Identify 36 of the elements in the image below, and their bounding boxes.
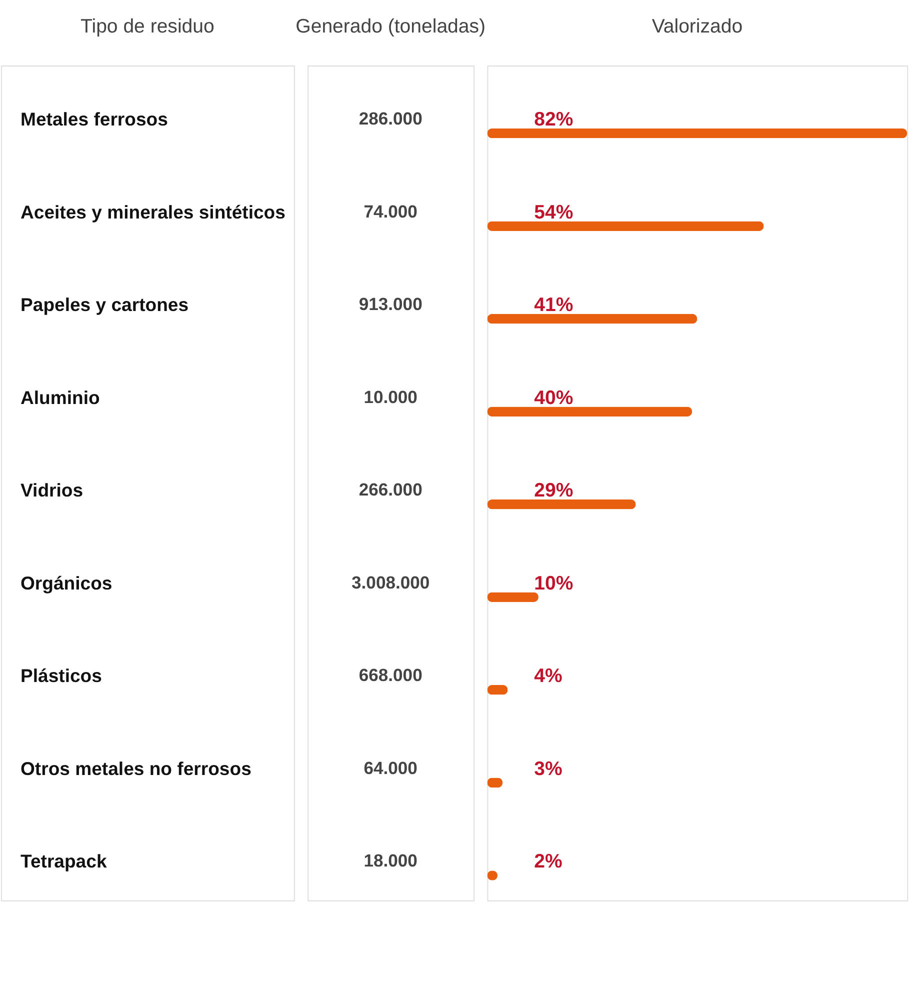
data-label: 2%: [534, 850, 562, 873]
data-label: 41%: [534, 294, 574, 316]
text: 10.000: [364, 386, 418, 407]
text: 668.000: [358, 665, 423, 686]
data-label: 10%: [534, 572, 574, 594]
bar: [487, 500, 636, 510]
data-label: 29%: [534, 480, 574, 502]
y-tick-label: Orgánicos: [20, 572, 112, 594]
data-label: 54%: [534, 201, 574, 224]
bar: [487, 314, 698, 324]
bar: [487, 128, 908, 138]
x-axis-title: Valorizado: [652, 15, 743, 38]
y-tick-label: Aluminio: [20, 386, 100, 408]
text: 913.000: [358, 294, 423, 314]
text: 286.000: [358, 108, 423, 129]
y-tick-label: Metales ferrosos: [20, 108, 168, 130]
y-tick-label: Tetrapack: [20, 850, 108, 872]
text: 266.000: [358, 480, 423, 500]
data-label: 3%: [534, 758, 562, 780]
text: Generado (toneladas): [296, 15, 486, 38]
text: 74.000: [364, 201, 418, 222]
y-tick-label: Plásticos: [20, 665, 102, 686]
bar: [487, 406, 692, 417]
data-label: 40%: [534, 386, 574, 409]
y-tick-label: Aceites y minerales sintéticos: [20, 201, 286, 222]
y-axis-title: Tipo de residuo: [80, 15, 214, 38]
data-label: 82%: [534, 108, 574, 131]
text: 3.008.000: [352, 572, 430, 592]
data-label: 4%: [534, 665, 562, 688]
y-tick-label: Otros metales no ferrosos: [20, 758, 252, 779]
text: 64.000: [364, 758, 418, 778]
y-tick-label: Vidrios: [20, 480, 84, 501]
y-tick-label: Papeles y cartones: [20, 294, 189, 316]
bar: [487, 592, 538, 602]
text: 18.000: [364, 850, 418, 871]
bar: [487, 221, 764, 231]
